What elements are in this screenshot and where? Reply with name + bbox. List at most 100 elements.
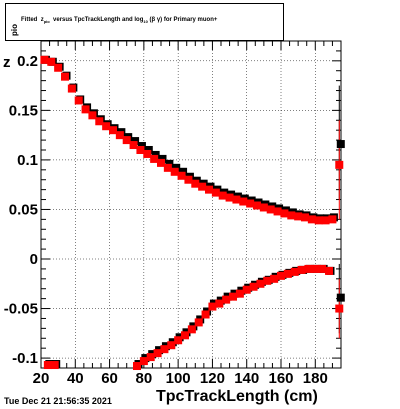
data-point [229, 292, 237, 301]
data-point [336, 293, 345, 302]
data-point [259, 203, 268, 212]
data-point [74, 96, 83, 105]
title-log-sub: 10 [143, 19, 148, 25]
data-point [283, 269, 292, 278]
data-point [273, 207, 282, 216]
axis-ticks [40, 40, 342, 369]
data-point [239, 197, 248, 206]
title-z: z [40, 17, 44, 23]
data-point [205, 185, 213, 194]
plot-frame [40, 40, 342, 369]
data-point [246, 199, 255, 208]
title-z-sub: pio [43, 19, 50, 25]
data-point [311, 264, 320, 273]
data-markers [40, 55, 345, 371]
data-point [242, 285, 251, 294]
y-axis-label: z [3, 54, 11, 71]
data-point [211, 188, 220, 197]
data-point [263, 276, 272, 285]
data-point [184, 175, 193, 184]
tick-labels: 20 40 60 80 100 120 140 160 180 -0.1 -0.05 0 0.05 0.1… [4, 53, 328, 387]
y-axis-label-sub: pio [10, 24, 19, 36]
title-prefix: Fitted [21, 17, 38, 23]
data-point [256, 279, 265, 288]
title-paren: (β γ) [149, 17, 163, 23]
x-tick-label: 60 [101, 370, 118, 387]
data-point [215, 299, 224, 308]
x-tick-label: 20 [33, 370, 50, 387]
data-point [170, 167, 179, 176]
data-point [225, 193, 234, 202]
y-tick-label: 0.2 [17, 53, 38, 70]
data-point [301, 213, 309, 222]
data-point [270, 274, 279, 283]
data-point [150, 154, 159, 163]
x-axis-label: TpcTrackLength (cm) [156, 388, 318, 405]
data-point [136, 146, 145, 154]
y-tick-label: 0.15 [9, 102, 38, 119]
y-tick-label: 0.1 [17, 152, 38, 169]
grid-lines [40, 41, 341, 368]
data-point [167, 341, 176, 350]
data-point [287, 211, 296, 220]
data-point [129, 141, 138, 150]
data-point [201, 310, 210, 319]
data-point [61, 72, 69, 81]
data-point [43, 361, 52, 370]
data-point [153, 349, 162, 358]
x-tick-label: 160 [268, 370, 293, 387]
data-point [174, 336, 183, 345]
data-point [198, 182, 207, 191]
data-point [81, 105, 90, 114]
x-tick-label: 120 [200, 370, 225, 387]
data-point [335, 304, 344, 313]
data-point [318, 264, 327, 273]
plot-border [40, 40, 342, 369]
title-suffix: for Primary muon+ [163, 17, 218, 23]
data-point [160, 345, 169, 354]
data-point [139, 357, 148, 366]
data-point [133, 362, 141, 371]
data-point [314, 216, 323, 225]
data-point [146, 353, 155, 362]
data-point [266, 205, 275, 214]
data-point [102, 122, 111, 131]
title-middle: versus TpcTrackLength and log [53, 17, 144, 23]
x-tick-label: 100 [166, 370, 191, 387]
data-point [294, 212, 303, 221]
data-point [222, 295, 231, 304]
data-point [307, 215, 316, 224]
data-point [67, 84, 76, 93]
chart-title: Fitted zpio versus TpcTrackLength and lo… [21, 17, 217, 24]
timestamp: Tue Dec 21 21:56:35 2021 [4, 396, 112, 406]
data-point [109, 126, 117, 135]
data-point [50, 361, 59, 370]
y-tick-label: -0.05 [4, 301, 38, 318]
data-point [181, 331, 189, 340]
data-point [335, 160, 344, 169]
x-tick-label: 180 [303, 370, 328, 387]
y-tick-label: 0 [30, 251, 38, 268]
data-point [218, 191, 227, 200]
title-box: Fitted zpio versus TpcTrackLength and lo… [5, 3, 284, 41]
data-point [325, 266, 333, 275]
data-point [304, 264, 313, 273]
data-point [321, 216, 330, 225]
data-point [297, 265, 306, 274]
data-point [208, 302, 217, 311]
data-point [194, 318, 203, 327]
data-point [163, 163, 172, 172]
data-point [235, 289, 244, 298]
data-point [249, 282, 258, 291]
data-point [336, 140, 345, 149]
y-tick-label: -0.1 [12, 350, 38, 367]
data-point [290, 267, 299, 276]
data-point [47, 57, 56, 66]
y-tick-label: 0.05 [9, 201, 38, 218]
data-point [280, 209, 289, 218]
data-point [277, 271, 285, 280]
data-point [122, 136, 131, 145]
x-tick-label: 40 [67, 370, 84, 387]
data-point [187, 325, 196, 334]
